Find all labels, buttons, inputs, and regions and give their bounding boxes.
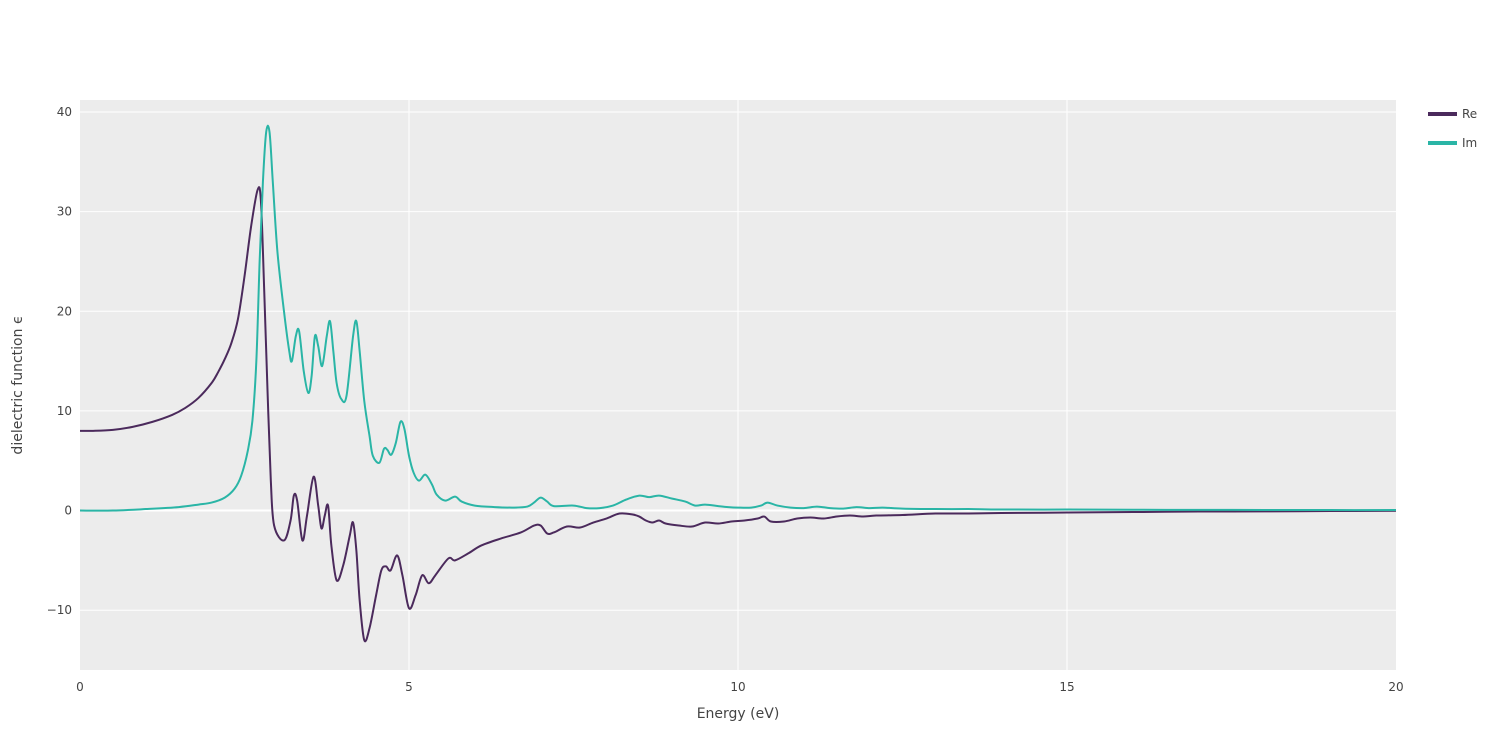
y-tick-label: 20 — [57, 304, 72, 318]
legend-item-im[interactable]: Im — [1428, 136, 1477, 150]
y-tick-label: −10 — [47, 603, 72, 617]
y-tick-labels: −10 0 10 20 30 40 — [47, 105, 72, 617]
legend-label: Re — [1462, 107, 1477, 121]
x-axis-title: Energy (eV) — [697, 706, 780, 722]
legend-item-re[interactable]: Re — [1428, 107, 1477, 121]
legend[interactable]: Re Im — [1428, 107, 1477, 150]
y-axis-title: dielectric function ϵ — [10, 315, 26, 454]
y-tick-label: 10 — [57, 404, 72, 418]
y-tick-label: 0 — [64, 504, 72, 518]
x-tick-label: 0 — [76, 680, 84, 694]
x-tick-label: 20 — [1388, 680, 1403, 694]
grid-lines — [80, 100, 1396, 670]
series-layer — [79, 124, 1397, 643]
series-line-im — [79, 124, 1397, 512]
x-tick-labels: 0 5 10 15 20 — [76, 680, 1403, 694]
y-tick-label: 40 — [57, 105, 72, 119]
legend-label: Im — [1462, 136, 1477, 150]
y-tick-label: 30 — [57, 205, 72, 219]
x-tick-label: 10 — [730, 680, 745, 694]
x-tick-label: 5 — [405, 680, 413, 694]
series-line-re — [79, 186, 1397, 643]
x-tick-label: 15 — [1059, 680, 1074, 694]
